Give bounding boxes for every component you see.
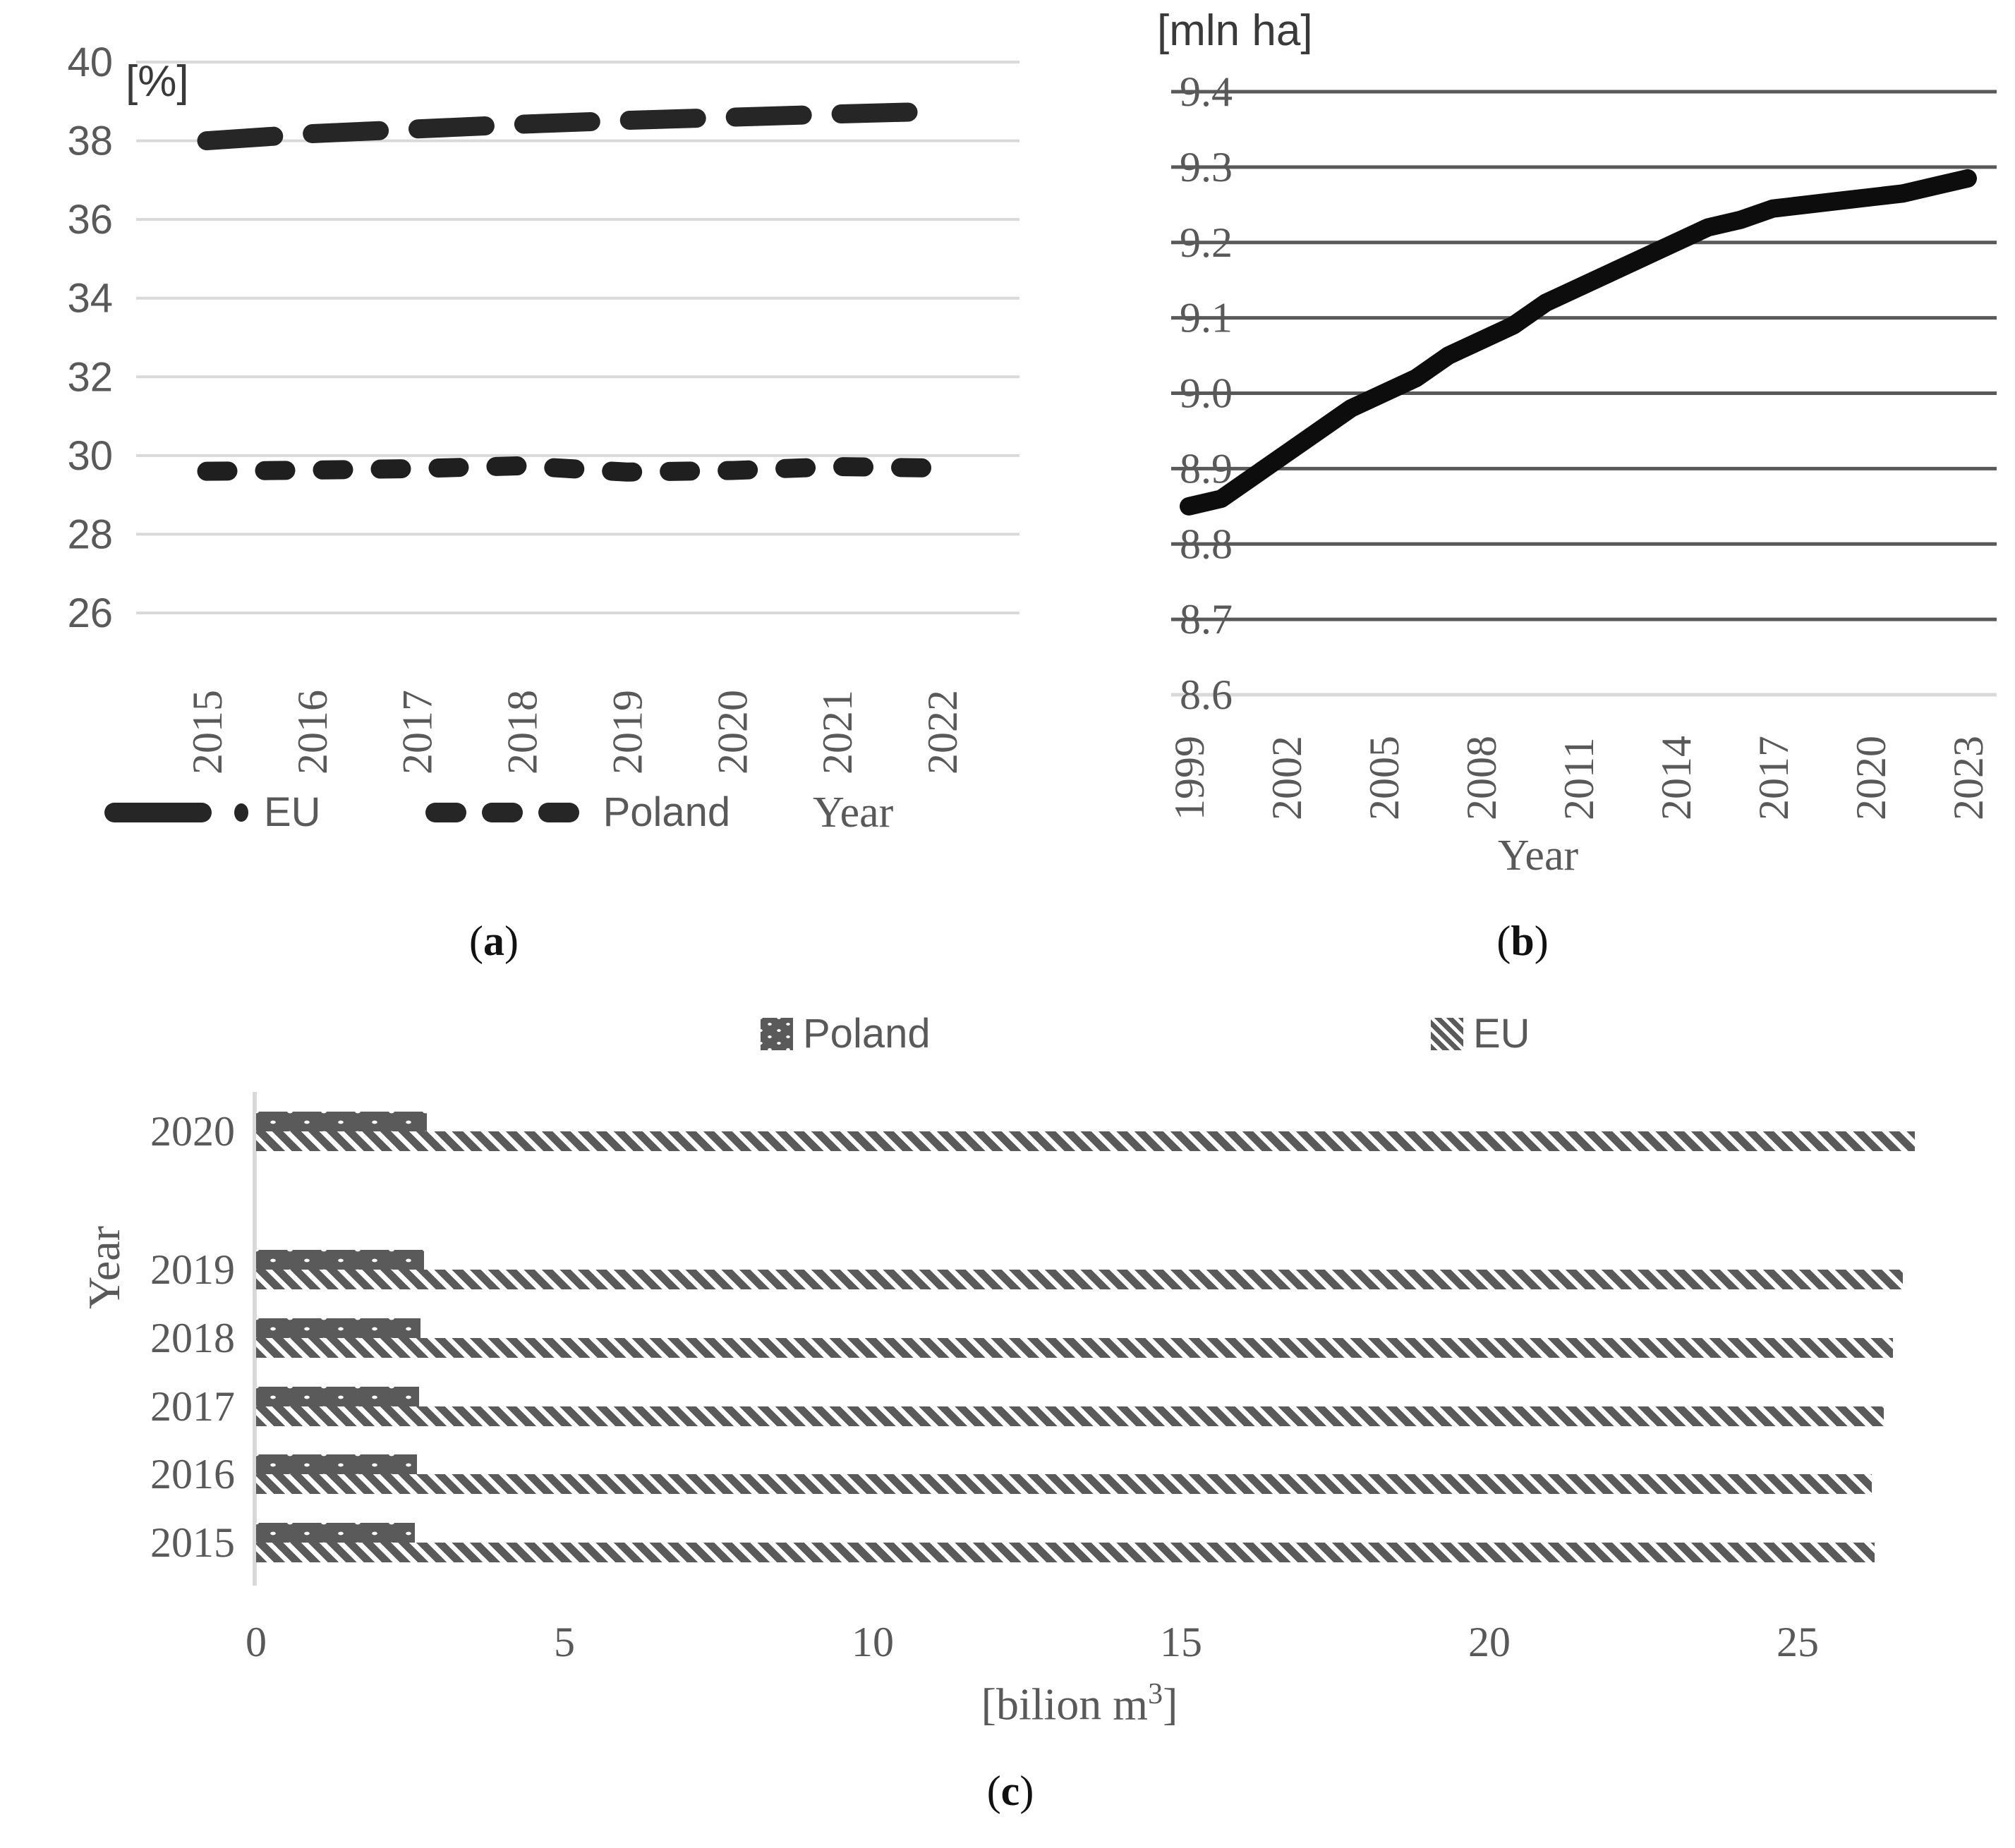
poland-line-swatch [538, 803, 579, 822]
eu-line-dot-swatch [234, 803, 248, 822]
panel-c-y-tick: 2015 [150, 1519, 235, 1566]
panel-b-x-tick: 2017 [1750, 736, 1797, 820]
panel-c-x-tick: 10 [852, 1619, 894, 1665]
panel-a-y-tick: 28 [67, 511, 113, 557]
eu-bar-swatch [1431, 1018, 1463, 1050]
panel-c-x-tick: 25 [1777, 1619, 1819, 1665]
panel-a-y-tick: 30 [67, 433, 113, 479]
caption-text: c [1000, 1768, 1020, 1814]
panel-a-y-tick: 34 [67, 276, 113, 322]
panel-b-x-axis-title: Year [1497, 832, 1579, 880]
panel-c-y-tick: 2019 [150, 1246, 235, 1293]
panel-a-x-tick: 2015 [184, 690, 231, 774]
panel-b-x-tick: 2005 [1361, 736, 1408, 820]
panel-a-x-tick: 2017 [394, 690, 441, 774]
panel-a-y-tick: 36 [67, 197, 113, 243]
poland-bar-2020 [256, 1112, 427, 1131]
caption-text: ) [504, 918, 519, 964]
eu-bar-2017 [256, 1406, 1884, 1426]
poland-bar-2018 [256, 1318, 420, 1338]
panel-c-y-tick: 2016 [150, 1451, 235, 1497]
legend-label-eu: EU [1473, 1011, 1530, 1057]
panel-a-x-axis-title: Year [813, 789, 894, 837]
panel-c-x-axis-title: [bilion m3] [833, 1677, 1326, 1730]
panel-c-y-tick: 2017 [150, 1383, 235, 1430]
panel-a-x-tick: 2019 [604, 690, 651, 774]
panel-c-y-axis-title: Year [79, 1226, 129, 1309]
panel-a-x-tick: 2020 [709, 690, 756, 774]
legend-label-poland: Poland [603, 789, 731, 835]
caption-a: (a) [353, 917, 635, 966]
eu-bar-2020 [256, 1131, 1915, 1151]
poland-bar-2019 [256, 1250, 424, 1270]
caption-text: a [483, 918, 504, 964]
poland-bar-2017 [256, 1387, 419, 1406]
caption-text: ) [1019, 1768, 1034, 1814]
panel-c-x-tick: 20 [1468, 1619, 1511, 1665]
eu-bar-2019 [256, 1270, 1903, 1289]
eu-bar-2018 [256, 1338, 1893, 1358]
panel-b-y-tick: 9.3 [1180, 144, 1233, 190]
panel-a-x-tick: 2016 [289, 690, 336, 774]
panel-c-y-tick: 2018 [150, 1315, 235, 1361]
legend-label-poland: Poland [803, 1011, 931, 1057]
panel-a-y-tick: 32 [67, 354, 113, 400]
x-title-superscript: 3 [1148, 1678, 1163, 1710]
panel-b-y-tick: 9.2 [1180, 219, 1233, 266]
poland-line-swatch [481, 803, 523, 822]
panel-b-x-tick: 2011 [1556, 737, 1602, 820]
eu-bar-2016 [256, 1474, 1872, 1494]
caption-text: ( [1496, 918, 1511, 964]
panel-a-y-tick: 40 [67, 39, 113, 85]
panel-a-y-tick: 38 [67, 118, 113, 164]
panel-b-y-tick: 8.8 [1180, 521, 1233, 567]
panel-b-y-tick: 8.7 [1180, 596, 1233, 643]
eu-line-swatch [104, 803, 212, 822]
panel-b-y-tick: 9.1 [1180, 295, 1233, 341]
panel-b-y-tick: 9.4 [1180, 68, 1233, 115]
panel-c-x-tick: 5 [554, 1619, 575, 1665]
poland-bar-2015 [256, 1523, 415, 1543]
caption-text: ) [1534, 918, 1549, 964]
caption-text: ( [986, 1768, 1001, 1814]
x-title-text: ] [1163, 1679, 1178, 1730]
caption-b: (b) [1381, 917, 1664, 966]
panel-a-legend: EU Poland [104, 791, 730, 834]
panel-c-legend-poland: Poland [761, 1011, 931, 1057]
legend-label-eu: EU [264, 789, 321, 835]
panel-b-y-tick: 9.0 [1180, 370, 1233, 417]
panel-c-y-tick: 2020 [150, 1108, 235, 1155]
panel-b-x-tick: 1999 [1166, 736, 1213, 820]
poland-bar-2016 [256, 1454, 417, 1474]
eu-series-line [197, 102, 952, 151]
caption-c: (c) [869, 1767, 1151, 1816]
panel-a-x-tick: 2021 [814, 690, 861, 774]
panel-a-unit-label: [%] [126, 57, 189, 106]
panel-c-x-tick: 0 [246, 1619, 267, 1665]
poland-bar-swatch [761, 1018, 793, 1050]
poland-line-swatch [425, 803, 466, 822]
caption-text: b [1511, 918, 1535, 964]
panel-c-legend-eu: EU [1431, 1011, 1530, 1057]
panel-b-x-tick: 2023 [1945, 736, 1992, 820]
panel-a-x-tick: 2022 [919, 690, 966, 774]
poland-series-line [197, 456, 952, 482]
panel-b-y-tick: 8.6 [1180, 671, 1233, 718]
forest-area-line [1180, 169, 1977, 516]
panel-b-unit-label: [mln ha] [1157, 6, 1313, 55]
x-title-text: [bilion m [981, 1679, 1149, 1730]
panel-b-y-tick: 8.9 [1180, 445, 1233, 492]
panel-c-x-tick: 15 [1160, 1619, 1202, 1665]
panel-a-y-tick: 26 [67, 590, 113, 636]
caption-text: ( [469, 918, 483, 964]
panel-b-x-tick: 2014 [1653, 736, 1700, 820]
panel-c-axis-line [253, 1092, 257, 1586]
panel-b-x-tick: 2020 [1848, 736, 1894, 820]
panel-b-x-tick: 2008 [1458, 736, 1505, 820]
panel-a-x-tick: 2018 [500, 690, 546, 774]
panel-b-x-tick: 2002 [1264, 736, 1310, 820]
eu-bar-2015 [256, 1543, 1875, 1562]
